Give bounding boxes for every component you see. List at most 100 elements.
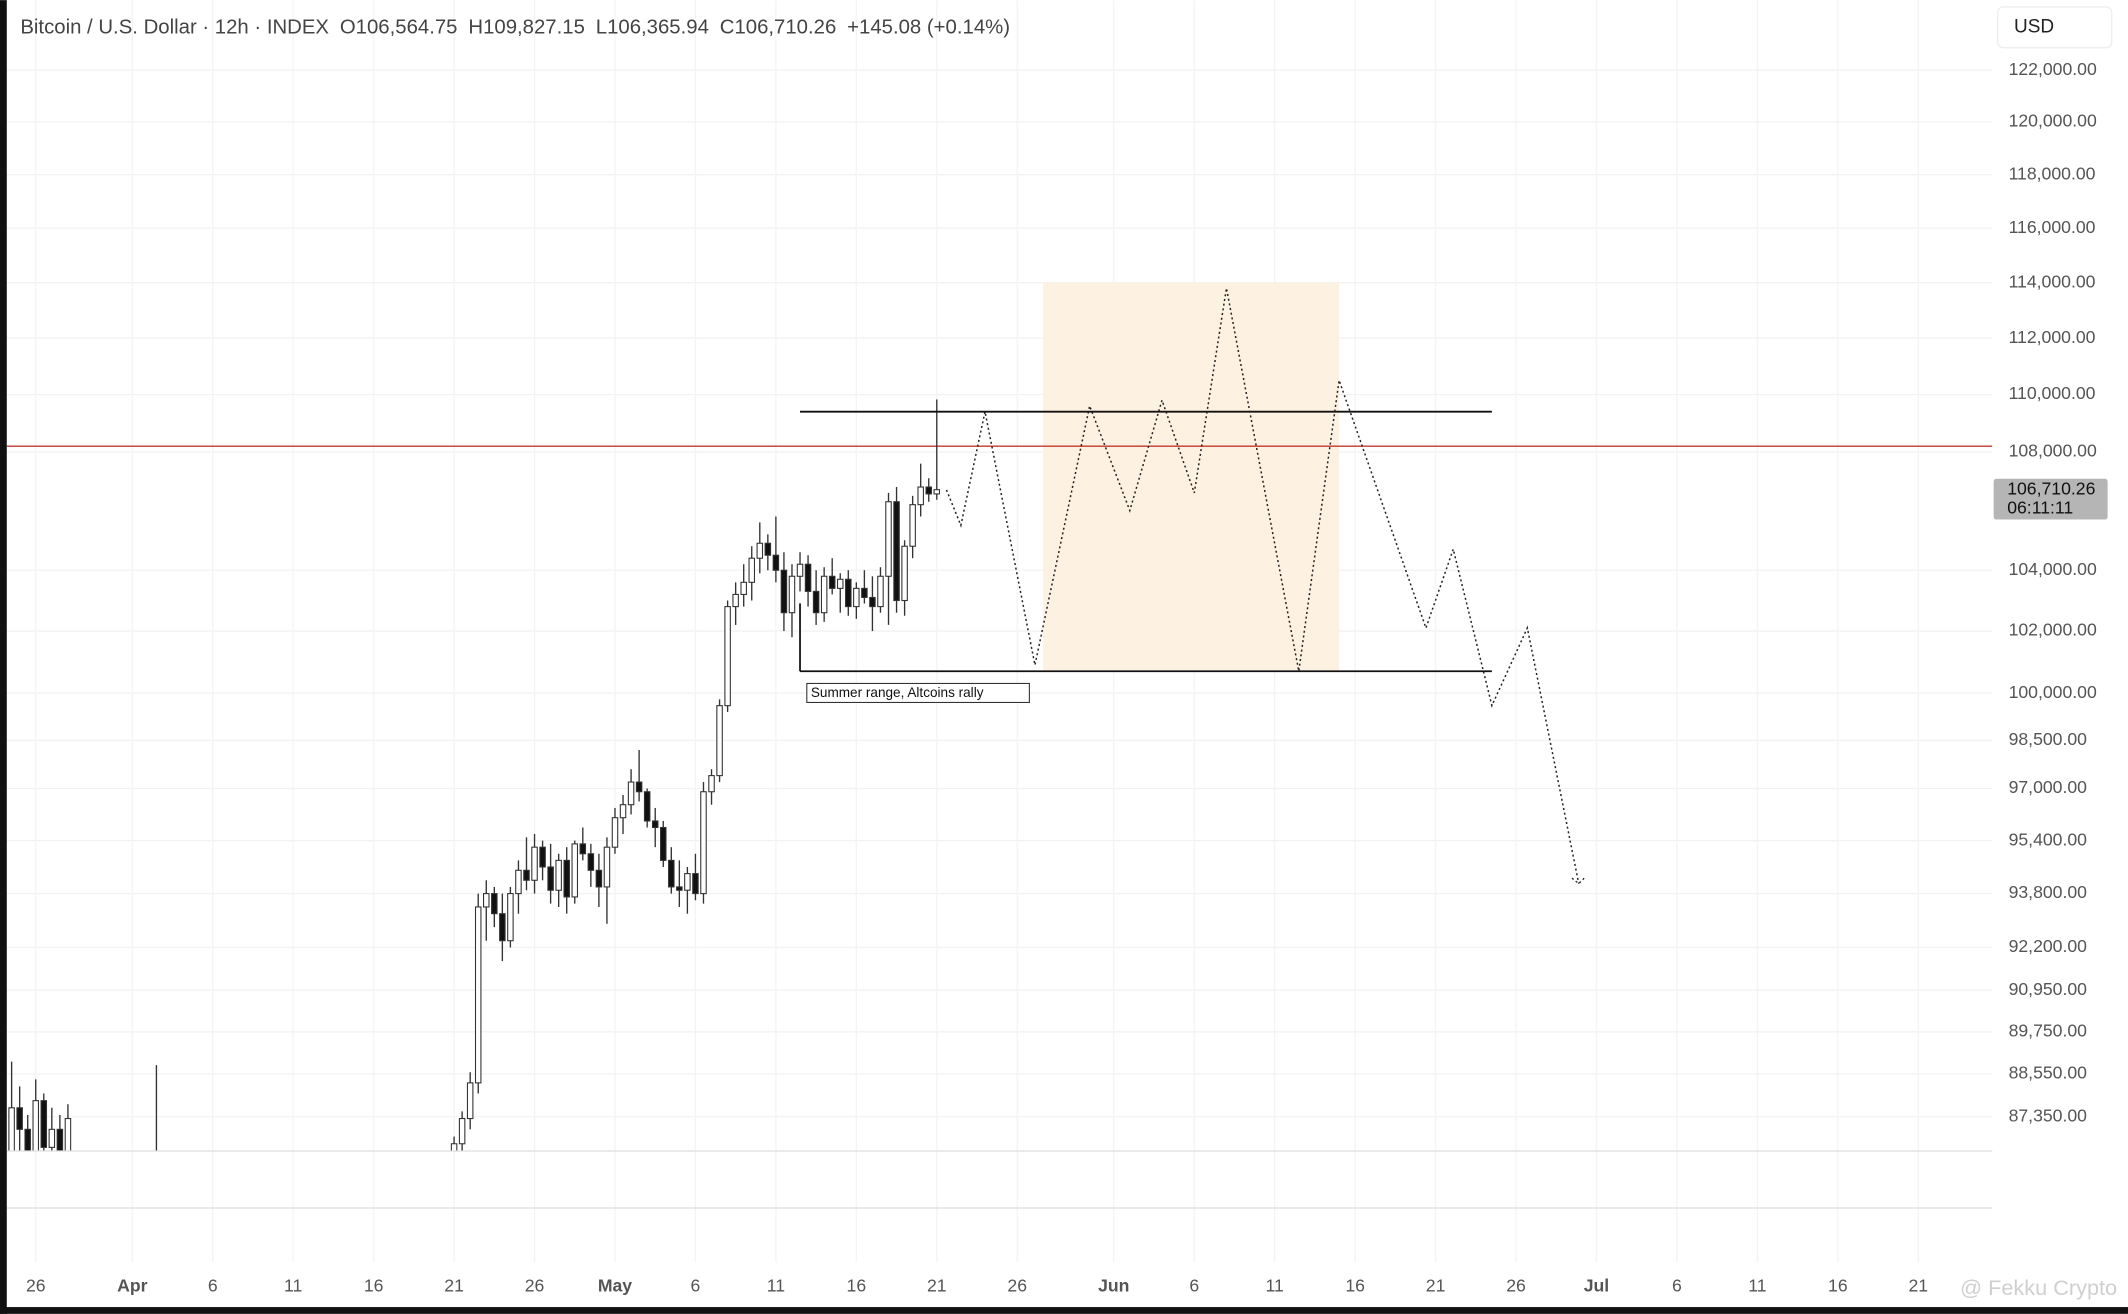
candle-body <box>555 859 562 891</box>
candle-body <box>466 1082 474 1120</box>
x-tick-label: 21 <box>444 1275 464 1295</box>
candle-body <box>474 906 482 1084</box>
y-tick-label: 92,200.00 <box>2009 936 2088 956</box>
left-border <box>0 0 7 1314</box>
candle-body <box>780 569 788 614</box>
candle-body <box>635 781 643 793</box>
candle-body <box>869 596 876 608</box>
ohlc-close: C106,710.26 <box>720 17 837 39</box>
x-tick-label: 16 <box>1828 1275 1848 1295</box>
candle-body <box>700 791 707 895</box>
change: +145.08 (+0.14%) <box>847 17 1010 39</box>
candle-body <box>483 893 490 908</box>
candle-body <box>853 587 860 608</box>
y-tick-label: 97,000.00 <box>2009 777 2088 797</box>
candle-body <box>627 781 635 806</box>
y-tick-label: 122,000.00 <box>2009 59 2097 79</box>
y-tick-label: 114,000.00 <box>2009 271 2096 291</box>
x-tick-label: 6 <box>1672 1275 1682 1295</box>
candle-body <box>499 913 506 942</box>
candle-body <box>668 859 675 888</box>
y-tick-label: 100,000.00 <box>2009 682 2097 702</box>
y-tick-label: 110,000.00 <box>2009 383 2096 403</box>
symbol-title: Bitcoin / U.S. Dollar · 12h · INDEX <box>20 17 329 39</box>
candle-body <box>651 820 659 829</box>
candle-body <box>933 489 941 495</box>
candle-body <box>804 563 812 592</box>
candle-body <box>531 846 538 881</box>
candle-body <box>547 866 554 891</box>
candle-body <box>611 817 619 848</box>
bottom-border <box>0 1307 2128 1314</box>
candle-body <box>788 575 796 614</box>
candle-body <box>571 843 579 898</box>
x-tick-label: 6 <box>1189 1275 1199 1295</box>
x-tick-label: 11 <box>1266 1275 1284 1295</box>
x-tick-label: 21 <box>1426 1275 1446 1295</box>
x-tick-label: 6 <box>208 1275 218 1295</box>
y-tick-label: 108,000.00 <box>2009 441 2097 461</box>
ohlc-high: H109,827.15 <box>468 17 585 39</box>
candle-body <box>491 893 498 915</box>
last-price-label: 106,710.26 <box>2007 478 2095 498</box>
plot-area: Summer range, Altcoins rally <box>6 282 1993 1151</box>
candle-body <box>587 853 595 871</box>
y-tick-label: 89,750.00 <box>2009 1020 2088 1040</box>
y-tick-label: 102,000.00 <box>2009 620 2097 640</box>
candle-body <box>885 501 892 577</box>
zone <box>1042 282 1340 672</box>
candle-body <box>643 791 651 822</box>
x-tick-label: 21 <box>927 1275 947 1295</box>
y-tick-label: 88,550.00 <box>2009 1063 2088 1083</box>
candle-body <box>579 843 587 855</box>
candle-body <box>659 826 667 861</box>
x-tick-label: Apr <box>117 1275 147 1295</box>
x-tick-label: 16 <box>1345 1275 1365 1295</box>
candle-body <box>812 590 820 614</box>
candle-body <box>708 775 715 793</box>
candle-body <box>917 486 924 506</box>
y-tick-label: 87,350.00 <box>2009 1105 2088 1125</box>
y-tick-label: 93,800.00 <box>2009 882 2088 902</box>
candle-body <box>595 869 603 888</box>
candle-body <box>756 542 764 559</box>
y-tick-label: 118,000.00 <box>2009 163 2096 183</box>
candle-body <box>16 1107 23 1130</box>
x-tick-label: 11 <box>1748 1275 1766 1295</box>
x-tick-label: 26 <box>1506 1275 1526 1295</box>
currency-button[interactable] <box>1997 6 2113 49</box>
candle-body <box>893 501 900 602</box>
candle-body <box>563 859 570 898</box>
candle-body <box>836 578 844 589</box>
candle-body <box>877 575 884 608</box>
x-tick-label: 11 <box>767 1275 785 1295</box>
candle-body <box>716 705 723 777</box>
candle-body <box>523 869 530 881</box>
y-tick-label: 112,000.00 <box>2009 327 2096 347</box>
candle-body <box>619 804 627 819</box>
candle-body <box>32 1100 40 1151</box>
candle-body <box>8 1107 15 1151</box>
candle-body <box>515 869 522 895</box>
candle-body <box>861 587 868 599</box>
candle-body <box>692 873 699 895</box>
candle-body <box>64 1117 72 1151</box>
currency[interactable]: USD <box>2014 16 2054 37</box>
candle-body <box>772 554 780 571</box>
annotation-box <box>806 682 1030 704</box>
candle-body <box>450 1143 458 1151</box>
y-tick-label: 116,000.00 <box>2009 217 2096 237</box>
projection-arrow <box>1571 876 1587 885</box>
candle-body <box>820 575 828 614</box>
candle-body <box>732 593 739 608</box>
candle-body <box>676 886 683 891</box>
x-tick-label: 26 <box>1007 1275 1027 1295</box>
candle-body <box>684 873 691 891</box>
candle-body <box>48 1128 56 1148</box>
y-tick-label: 104,000.00 <box>2009 559 2097 579</box>
ohlc-low: L106,365.94 <box>596 17 709 39</box>
ohlc-open: O106,564.75 <box>340 17 458 39</box>
candle-body <box>507 893 514 942</box>
projection-path <box>945 287 1580 884</box>
